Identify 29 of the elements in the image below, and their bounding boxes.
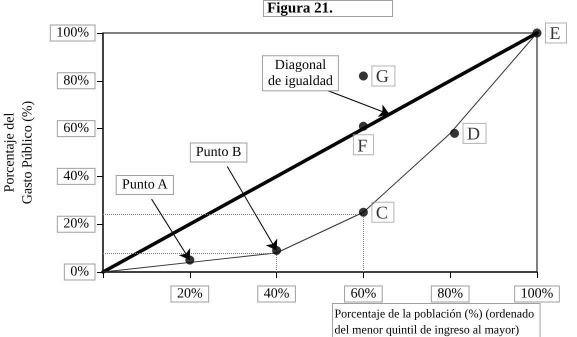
chart-title: Figura 21. bbox=[267, 0, 334, 16]
data-label: G bbox=[376, 66, 389, 86]
y-tick-label: 80% bbox=[63, 73, 90, 88]
y-tick-label: 0% bbox=[70, 264, 90, 280]
y-tick-label: 20% bbox=[63, 216, 90, 232]
annotation: Punto A bbox=[122, 178, 168, 193]
point bbox=[358, 72, 368, 81]
point bbox=[532, 28, 542, 38]
data-label: D bbox=[467, 123, 480, 144]
data-label: F bbox=[357, 136, 368, 156]
annotation: Punto B bbox=[196, 144, 242, 160]
x-tick-label: 80% bbox=[437, 286, 464, 302]
data-label: E bbox=[550, 23, 560, 43]
x-tick-label: 60% bbox=[350, 286, 377, 302]
point bbox=[358, 208, 368, 217]
point bbox=[358, 122, 368, 131]
x-axis-title: Porcentaje de la población (%) (ordenado del menor quintil de ingreso al mayor) bbox=[334, 306, 534, 336]
y-tick-label: 100% bbox=[56, 26, 90, 40]
x-tick-label: 40% bbox=[264, 286, 290, 302]
y-axis-title: Porcentaje del Gasto Público (%) bbox=[2, 100, 36, 204]
annotation: Diagonal de igualdad bbox=[268, 58, 333, 89]
x-tick-label: 100% bbox=[520, 286, 554, 302]
x-tick-label: 20% bbox=[176, 286, 203, 302]
y-tick-label: 60% bbox=[63, 121, 90, 136]
point bbox=[450, 128, 460, 138]
y-tick-label: 40% bbox=[63, 168, 90, 184]
point bbox=[272, 246, 282, 255]
data-label: C bbox=[376, 202, 388, 222]
point bbox=[185, 256, 194, 265]
